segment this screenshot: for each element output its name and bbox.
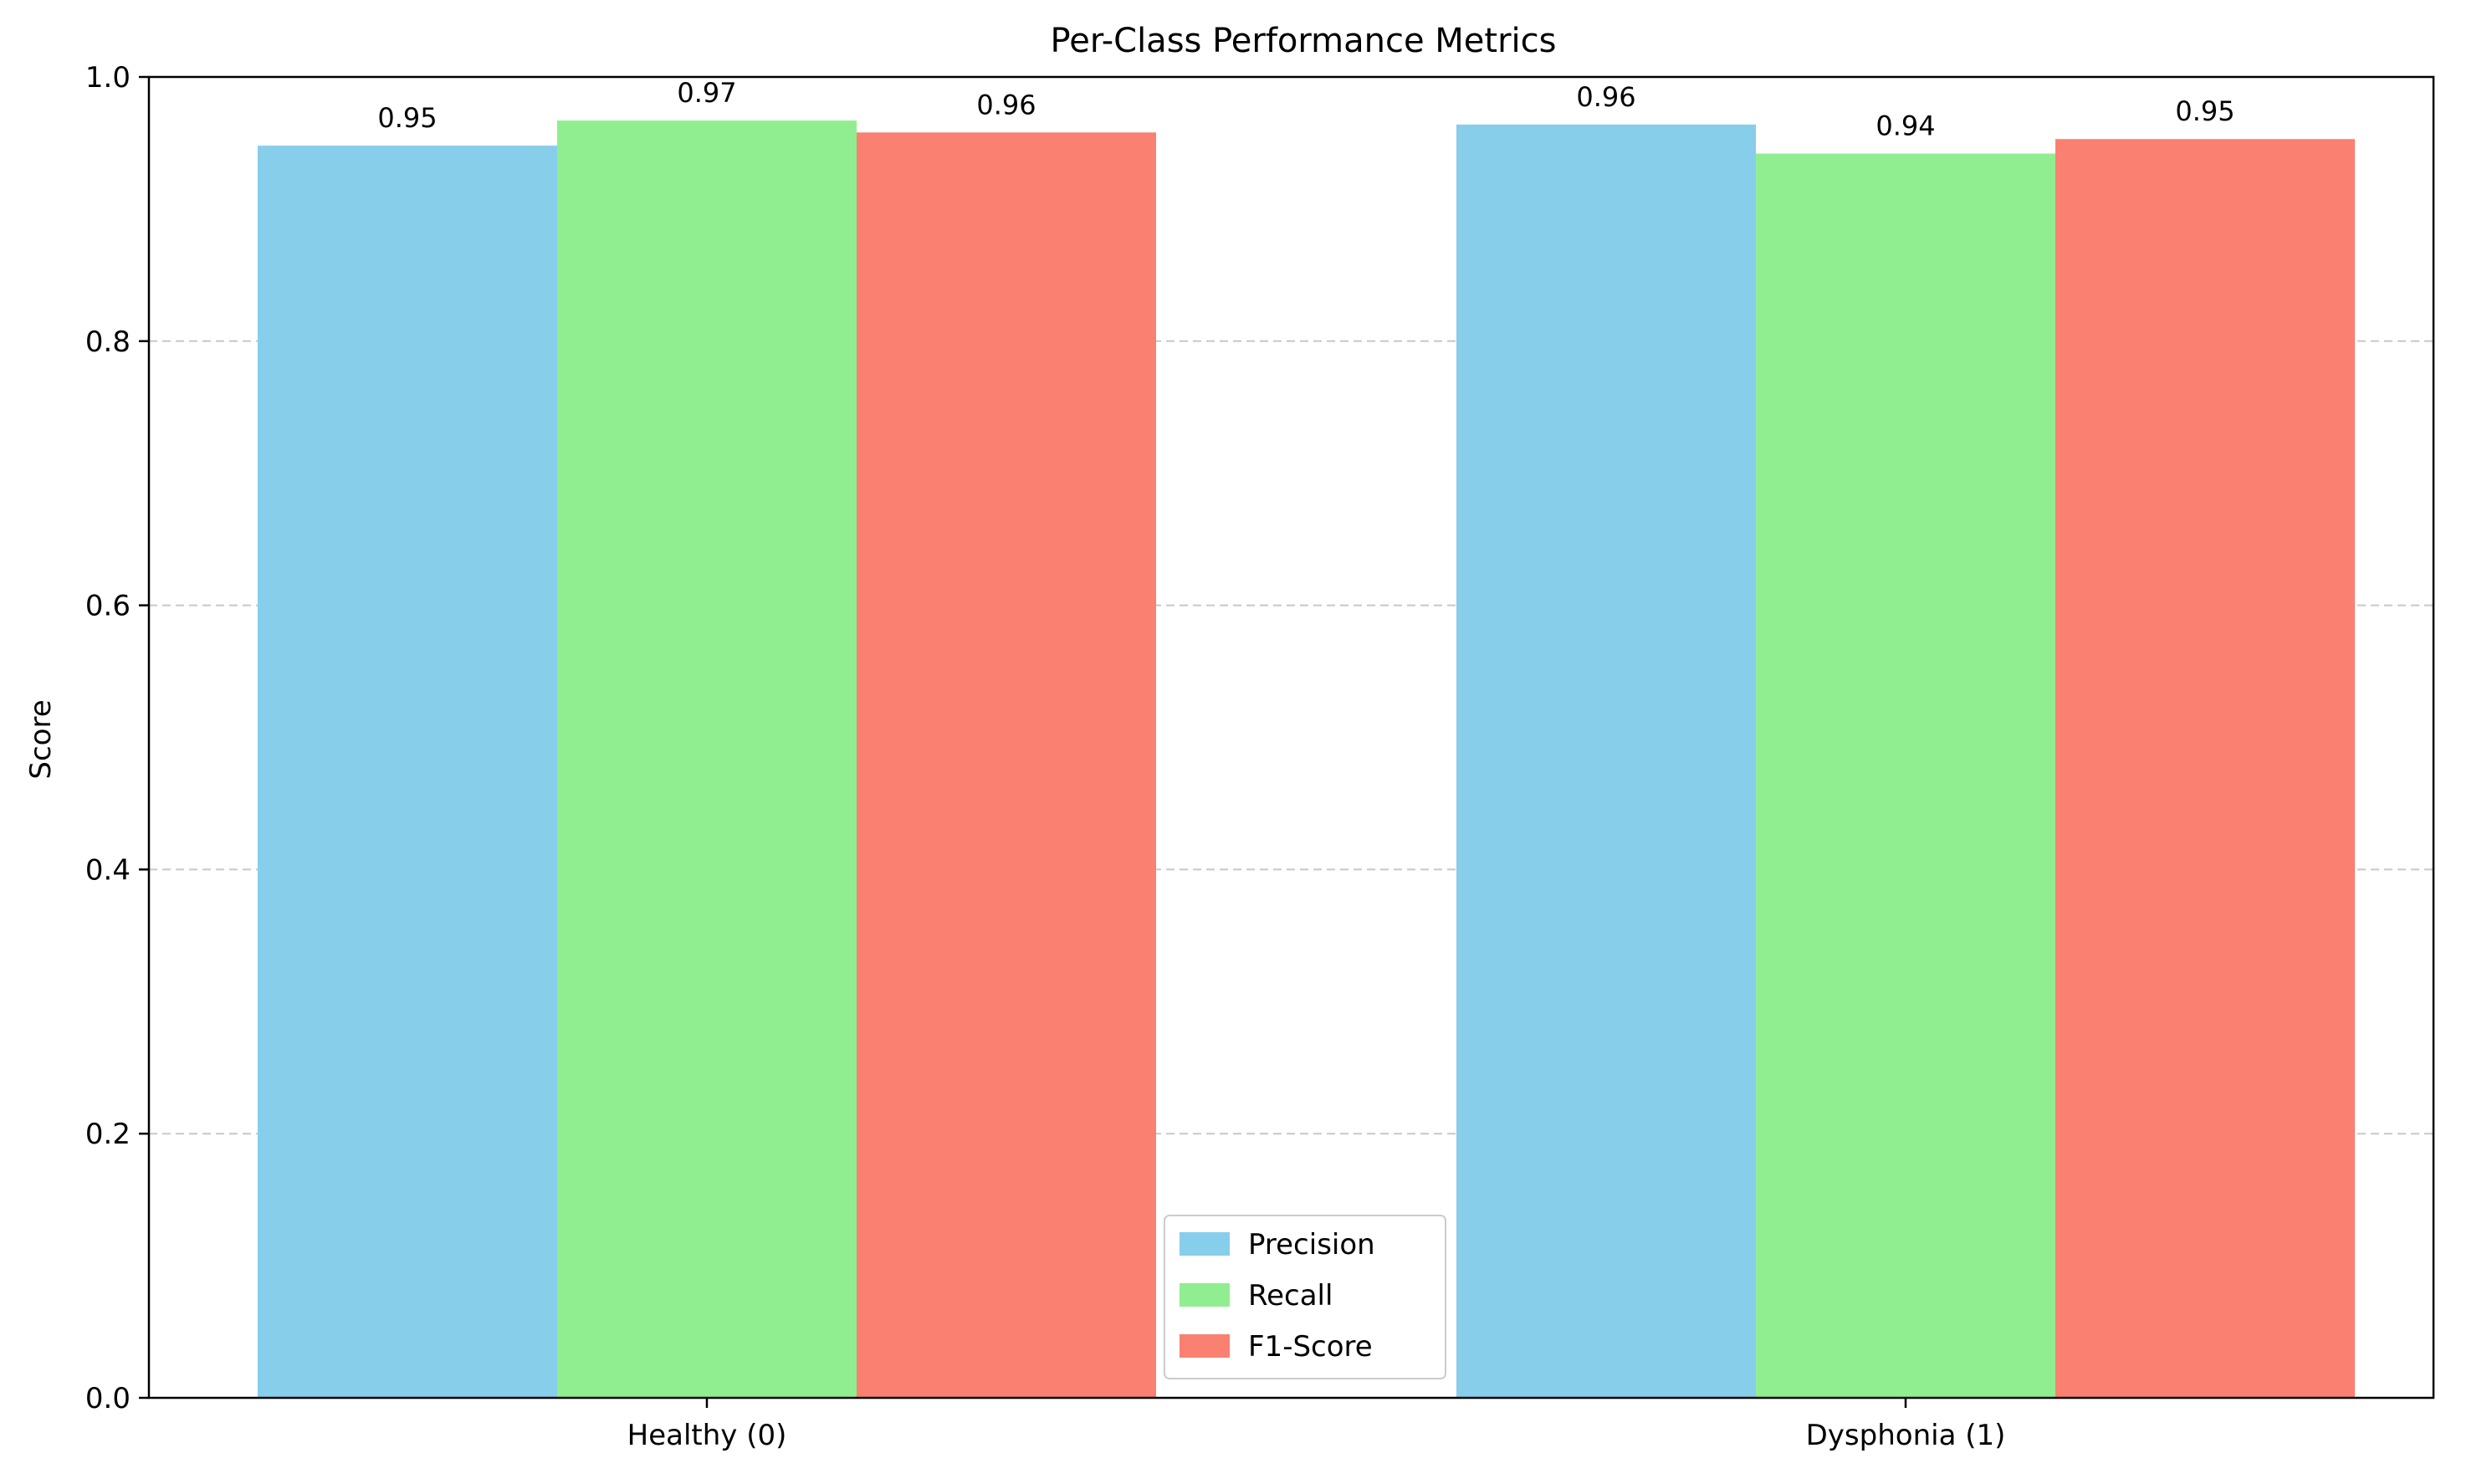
legend-label: Recall bbox=[1248, 1279, 1333, 1313]
y-axis-label: Score bbox=[24, 699, 58, 779]
y-tick-label: 0.0 bbox=[85, 1382, 130, 1415]
bar-value-label: 0.94 bbox=[1876, 110, 1935, 142]
bar-value-label: 0.95 bbox=[2175, 95, 2234, 127]
y-tick-label: 0.4 bbox=[85, 853, 130, 887]
bar-precision-1 bbox=[1456, 124, 1756, 1398]
y-tick-label: 1.0 bbox=[85, 61, 130, 95]
legend-swatch bbox=[1180, 1232, 1230, 1256]
legend-label: F1-Score bbox=[1248, 1330, 1373, 1364]
legend-box bbox=[1164, 1215, 1446, 1379]
legend-swatch bbox=[1180, 1334, 1230, 1358]
y-tick-label: 0.6 bbox=[85, 590, 130, 623]
y-tick-label: 0.2 bbox=[85, 1118, 130, 1151]
bar-value-labels: 0.95 0.96 0.97 0.94 0.96 0.95 bbox=[377, 77, 2234, 141]
bar-f1-score-0 bbox=[857, 132, 1156, 1398]
bar-f1-score-1 bbox=[2055, 139, 2355, 1398]
bar-recall-1 bbox=[1756, 153, 2055, 1398]
x-tick-label: Dysphonia (1) bbox=[1806, 1419, 2006, 1452]
bar-precision-0 bbox=[258, 146, 557, 1398]
legend-label: Precision bbox=[1248, 1228, 1375, 1261]
bars bbox=[258, 120, 2355, 1399]
bar-value-label: 0.96 bbox=[976, 89, 1036, 120]
bar-value-label: 0.96 bbox=[1576, 81, 1635, 113]
legend: Precision Recall F1-Score bbox=[1164, 1215, 1446, 1379]
axes: 0.0 0.2 0.4 0.6 0.8 1.0 Healthy (0) Dysphonia (… bbox=[85, 61, 2435, 1452]
legend-swatch bbox=[1180, 1283, 1230, 1307]
plot-frame bbox=[147, 75, 2435, 1400]
bar-recall-0 bbox=[557, 120, 857, 1399]
chart-title: Per-Class Performance Metrics bbox=[1051, 22, 1557, 60]
bar-value-label: 0.95 bbox=[377, 102, 437, 134]
bar-value-label: 0.97 bbox=[677, 77, 736, 109]
y-tick-label: 0.8 bbox=[85, 325, 130, 359]
x-tick-label: Healthy (0) bbox=[627, 1419, 787, 1452]
